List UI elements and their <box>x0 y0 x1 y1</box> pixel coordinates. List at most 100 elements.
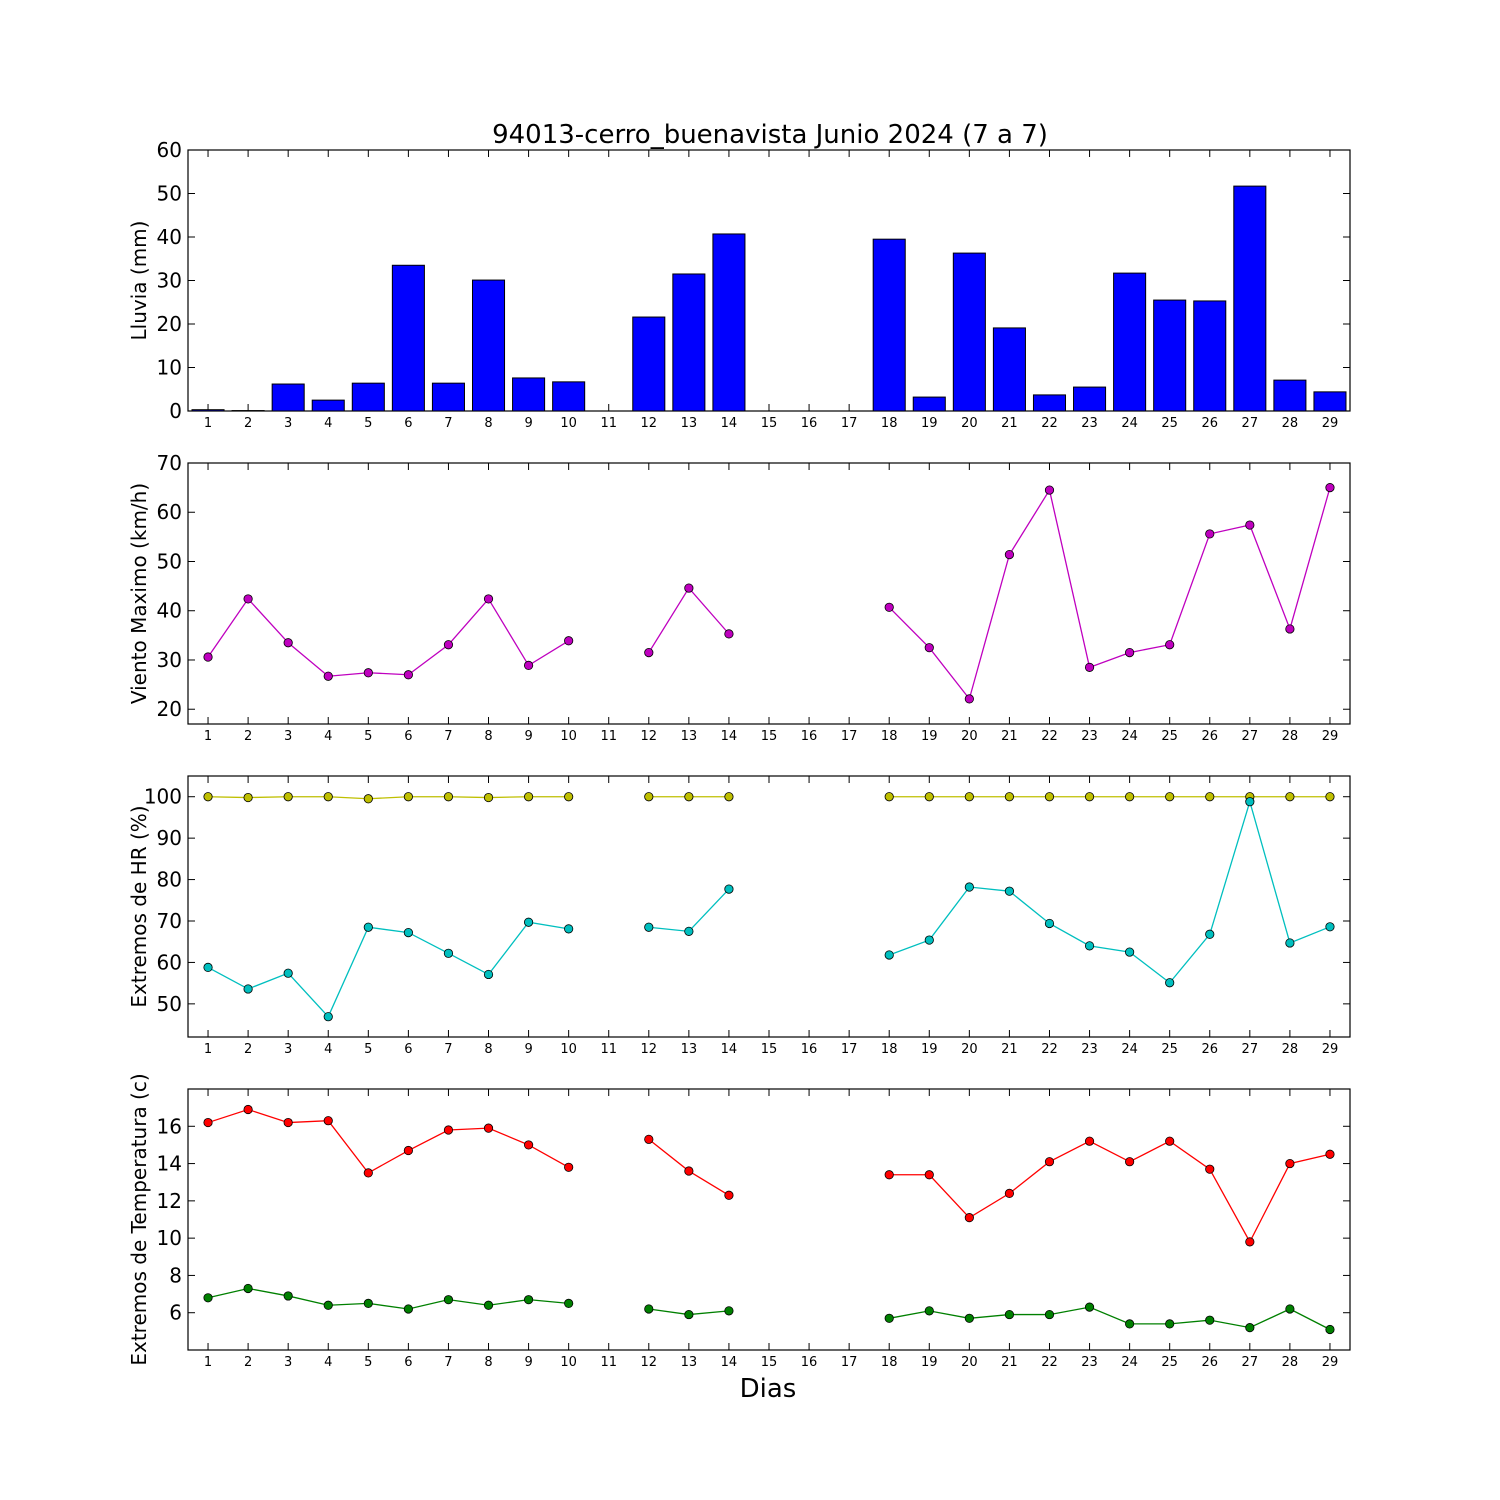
series-1-point-day-10 <box>564 636 574 646</box>
series-1-line <box>208 796 569 800</box>
series-1-point-day-24 <box>1125 1157 1135 1167</box>
x-tick-label: 1 <box>204 416 212 431</box>
x-tick-label: 17 <box>841 416 858 431</box>
x-tick-label: 18 <box>881 416 898 431</box>
series-2-point-day-8 <box>483 1300 494 1310</box>
series-1-point-day-23 <box>1084 662 1095 672</box>
x-tick-label: 26 <box>1201 1042 1218 1057</box>
series-1-point-day-26 <box>1205 792 1215 802</box>
series-2-point-day-29 <box>1325 922 1335 932</box>
x-tick-label: 7 <box>444 1355 452 1370</box>
series-2-point-day-3 <box>283 968 293 978</box>
series-1-point-day-19 <box>924 1170 934 1180</box>
x-tick-label: 8 <box>484 416 492 431</box>
x-tick-label: 6 <box>404 1355 412 1370</box>
series-2-point-day-8 <box>483 969 494 980</box>
series-1-point-day-8 <box>483 792 494 803</box>
bar-day-6 <box>391 264 425 412</box>
series-1-point-day-20 <box>964 1213 974 1223</box>
series-1-point-day-29 <box>1325 792 1335 802</box>
x-tick-label: 2 <box>244 1042 252 1057</box>
series-1-line <box>207 1108 569 1174</box>
series-1-point-day-12 <box>644 647 654 658</box>
x-tick-label: 5 <box>364 729 372 744</box>
x-tick-label: 3 <box>284 416 292 431</box>
x-tick-label: 24 <box>1121 729 1138 744</box>
series-1-point-day-25 <box>1165 792 1175 802</box>
x-tick-label: 4 <box>324 416 332 431</box>
series-1-line <box>888 487 1331 701</box>
series-1-point-day-18 <box>884 1170 894 1180</box>
x-tick-label: 4 <box>324 729 332 744</box>
series-1-point-day-2 <box>243 792 253 803</box>
y-tick-label: 0 <box>169 399 182 423</box>
bar-day-23 <box>1073 386 1107 412</box>
y-tick-label: 10 <box>157 1226 182 1250</box>
series-1-point-day-10 <box>564 792 574 802</box>
series-1-point-day-2 <box>243 1104 253 1115</box>
bar-day-27 <box>1233 185 1267 412</box>
x-tick-label: 4 <box>324 1355 332 1370</box>
y-tick-label: 30 <box>157 269 182 293</box>
y-tick-label: 10 <box>157 356 182 380</box>
series-1-point-day-23 <box>1084 792 1095 802</box>
x-tick-label: 3 <box>284 729 292 744</box>
series-1-point-day-23 <box>1084 1136 1095 1146</box>
series-1-point-day-18 <box>884 602 894 612</box>
series-1-point-day-21 <box>1004 792 1015 802</box>
series-2-point-day-27 <box>1245 1323 1255 1333</box>
series-1-point-day-7 <box>443 1125 454 1135</box>
y-tick-label: 60 <box>157 500 182 524</box>
x-tick-label: 29 <box>1322 416 1339 431</box>
x-tick-label: 11 <box>600 416 617 431</box>
x-tick-label: 6 <box>404 416 412 431</box>
x-tick-label: 13 <box>681 416 698 431</box>
series-1-point-day-29 <box>1325 483 1335 493</box>
y-axis-label: Extremos de Temperatura (c) <box>127 1073 151 1365</box>
series-1-point-day-5 <box>363 794 373 804</box>
x-tick-label: 17 <box>841 1355 858 1370</box>
bar-day-28 <box>1273 379 1307 412</box>
y-tick-label: 40 <box>157 599 182 623</box>
series-1-point-day-6 <box>403 792 413 802</box>
bar-day-19 <box>912 396 946 412</box>
x-tick-label: 23 <box>1081 1355 1098 1370</box>
x-tick-label: 13 <box>681 1355 698 1370</box>
x-tick-label: 5 <box>364 1042 372 1057</box>
x-tick-label: 14 <box>721 1355 738 1370</box>
y-tick-label: 90 <box>157 826 182 850</box>
bar-day-18 <box>872 238 906 412</box>
bar-day-13 <box>672 273 706 412</box>
series-1-point-day-13 <box>684 583 694 593</box>
x-tick-label: 10 <box>560 1042 577 1057</box>
series-1-point-day-13 <box>684 792 694 802</box>
series-2-point-day-23 <box>1084 941 1095 951</box>
series-1-point-day-8 <box>483 594 494 604</box>
series-2-point-day-14 <box>724 1306 734 1316</box>
y-tick-label: 80 <box>157 868 182 892</box>
x-tick-label: 18 <box>881 729 898 744</box>
x-tick-label: 10 <box>560 1355 577 1370</box>
y-axis-label: Viento Maximo (km/h) <box>127 483 151 704</box>
series-1-line <box>889 1140 1331 1244</box>
series-2-point-day-18 <box>884 1313 894 1323</box>
series-2-point-day-5 <box>363 922 373 932</box>
x-tick-label: 22 <box>1041 1042 1058 1057</box>
series-2-point-day-21 <box>1004 1309 1015 1320</box>
x-tick-label: 18 <box>881 1355 898 1370</box>
x-tick-label: 1 <box>204 1355 212 1370</box>
x-tick-label: 19 <box>921 1355 938 1370</box>
series-1-point-day-12 <box>644 792 654 802</box>
bar-day-29 <box>1313 391 1347 412</box>
series-1-point-day-1 <box>203 792 213 802</box>
x-tick-label: 22 <box>1041 1355 1058 1370</box>
series-1-point-day-5 <box>363 668 373 678</box>
series-2-point-day-19 <box>924 935 934 945</box>
series-1-point-day-22 <box>1044 792 1055 802</box>
x-tick-label: 20 <box>961 416 978 431</box>
series-2-point-day-25 <box>1165 978 1175 988</box>
x-tick-label: 17 <box>841 1042 858 1057</box>
y-tick-label: 40 <box>157 225 182 249</box>
series-2-point-day-22 <box>1044 918 1055 929</box>
